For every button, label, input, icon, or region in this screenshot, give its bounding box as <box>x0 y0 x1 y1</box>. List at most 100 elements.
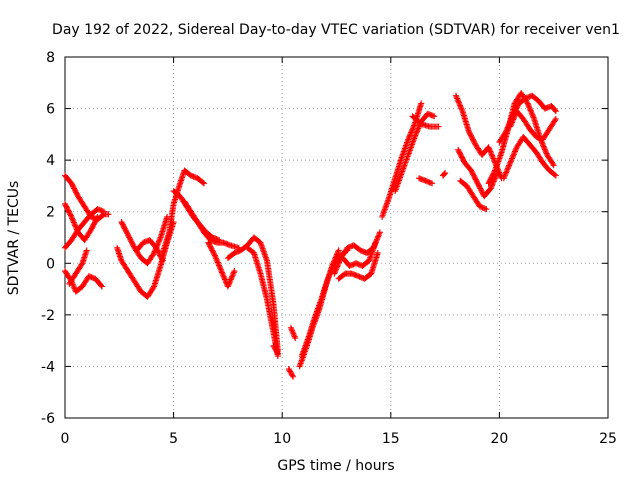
data-point-run <box>79 248 90 267</box>
data-point-run <box>496 130 509 146</box>
data-point-run <box>81 212 94 226</box>
data-point-run <box>305 315 318 342</box>
series-track-27 <box>439 170 449 179</box>
data-point-run <box>146 237 159 250</box>
data-point-run <box>507 109 520 130</box>
data-point-run <box>468 167 481 186</box>
data-point-run <box>526 126 539 139</box>
y-tick-label: -4 <box>41 359 55 375</box>
data-point-run <box>263 296 277 335</box>
data-point-run <box>459 108 472 134</box>
data-point <box>431 113 438 120</box>
data-point-run <box>257 239 270 263</box>
data-point <box>159 257 166 264</box>
data-point-run <box>131 278 144 294</box>
data-point-run <box>270 342 281 356</box>
data-point-run <box>359 258 371 269</box>
data-point <box>231 268 238 275</box>
data-point-run <box>461 159 474 173</box>
data-point-run <box>548 102 559 114</box>
data-point <box>552 108 559 115</box>
data-point-run <box>331 256 344 277</box>
series-track-31 <box>485 90 557 187</box>
data-point-run <box>324 261 337 282</box>
y-tick-label: -2 <box>41 308 55 324</box>
data-point-run <box>463 182 476 198</box>
x-tick-label: 5 <box>169 431 178 447</box>
data-point-run <box>546 167 558 178</box>
data-point-run <box>118 219 131 237</box>
data-point-run <box>535 97 548 111</box>
series-track-7 <box>118 213 171 267</box>
data-point-run <box>124 268 137 284</box>
data-point-run <box>515 96 528 107</box>
data-point <box>372 239 379 246</box>
y-tick-label: 6 <box>46 102 55 118</box>
data-point-run <box>513 108 526 121</box>
data-point <box>374 249 381 256</box>
data-point <box>552 172 559 179</box>
data-point-run <box>524 100 537 121</box>
data-point <box>552 115 559 122</box>
plot-frame <box>64 56 609 419</box>
data-point-run <box>124 231 137 250</box>
data-point-run <box>144 284 157 300</box>
data-point-run <box>398 138 411 161</box>
data-point-run <box>62 238 74 251</box>
series-track-8 <box>133 237 166 264</box>
data-point-run <box>205 239 218 258</box>
data-point-run <box>487 171 500 192</box>
data-point <box>376 229 383 236</box>
data-point-run <box>187 208 200 224</box>
data-point <box>98 283 105 290</box>
series-track-22 <box>340 239 379 269</box>
data-point-run <box>370 230 383 251</box>
data-point-run <box>455 146 467 165</box>
series-track-17 <box>285 366 297 380</box>
series-track-26 <box>416 175 436 187</box>
series-track-30 <box>457 177 490 213</box>
data-point <box>105 211 112 218</box>
data-point <box>83 247 90 254</box>
grid <box>65 57 608 418</box>
y-tick-label: 0 <box>46 256 55 272</box>
data-point-run <box>75 220 87 233</box>
data-point-run <box>507 145 520 166</box>
series-track-19 <box>298 247 351 360</box>
axis-ticks: 0 5 10 15 20 25 -6 -4 -2 0 2 4 6 8 <box>41 50 617 447</box>
data-point-run <box>539 159 552 173</box>
series-track-33 <box>500 133 559 182</box>
data-point-run <box>465 128 478 147</box>
data-point-run <box>81 228 94 244</box>
data-point-run <box>118 257 131 273</box>
series-track-5 <box>66 247 90 287</box>
data-point-run <box>439 170 448 179</box>
data-point-run <box>392 156 405 182</box>
series-track-21 <box>335 249 381 282</box>
data-point-run <box>263 257 277 306</box>
data-point-run <box>181 167 193 178</box>
data-point-run <box>526 141 539 155</box>
data-point-run <box>546 117 559 133</box>
data-point-run <box>144 251 157 267</box>
data-point-run <box>224 269 237 290</box>
series-track-12 <box>205 239 238 290</box>
data-point-run <box>350 242 363 253</box>
data-point <box>201 180 208 187</box>
data-point-run <box>366 241 379 264</box>
data-point-run <box>361 271 374 282</box>
data-point-run <box>405 135 418 158</box>
data-point-run <box>311 297 324 321</box>
data-point-run <box>405 122 418 143</box>
data-point-run <box>520 133 532 147</box>
x-tick-label: 10 <box>273 431 291 447</box>
data-point <box>550 162 557 169</box>
data-point-run <box>520 115 532 131</box>
data-point-run <box>257 270 270 301</box>
data-point-run <box>244 244 256 256</box>
series-track-16 <box>287 324 299 342</box>
data-point-run <box>250 234 263 245</box>
series-track-11 <box>181 198 242 251</box>
data-point-run <box>250 249 264 276</box>
